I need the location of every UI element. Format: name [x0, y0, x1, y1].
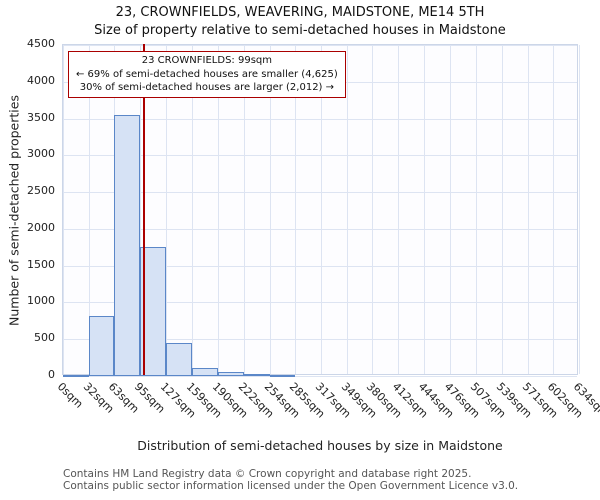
plot-area	[62, 44, 580, 378]
histogram-bar	[243, 374, 270, 377]
gridline-horizontal	[63, 228, 577, 230]
chart-title: 23, CROWNFIELDS, WEAVERING, MAIDSTONE, M…	[115, 5, 485, 20]
gridline-horizontal	[63, 192, 577, 194]
gridline-vertical	[552, 45, 554, 374]
y-tick-label: 500	[34, 331, 55, 345]
annotation-line-1: 23 CROWNFIELDS: 99sqm	[141, 55, 273, 66]
y-axis-label: Number of semi-detached properties	[6, 95, 22, 326]
gridline-vertical	[321, 45, 322, 374]
gridline-horizontal	[63, 302, 577, 304]
gridline-vertical	[243, 45, 245, 374]
gridline-horizontal	[63, 155, 577, 157]
gridline-vertical	[63, 45, 64, 374]
histogram-bar	[89, 315, 115, 376]
gridline-horizontal	[63, 376, 577, 377]
gridline-vertical	[294, 45, 296, 374]
gridline-vertical	[140, 45, 142, 374]
gridline-vertical	[398, 45, 400, 374]
histogram-bar	[192, 368, 218, 376]
gridline-vertical	[501, 45, 503, 374]
y-tick-label: 2000	[27, 220, 55, 234]
gridline-vertical	[166, 45, 168, 374]
gridline-horizontal	[63, 265, 577, 267]
x-tick-label: 0sqm	[54, 380, 86, 411]
histogram-bar	[63, 374, 90, 377]
gridline-vertical	[527, 45, 529, 374]
gridline-vertical	[269, 45, 271, 374]
property-size-marker-line	[142, 44, 145, 375]
histogram-bar	[217, 372, 244, 376]
annotation-box: 23 CROWNFIELDS: 99sqm ← 69% of semi-deta…	[68, 51, 346, 98]
gridline-vertical	[347, 45, 349, 374]
y-tick-label: 4500	[27, 37, 55, 50]
histogram-bar	[140, 247, 167, 376]
gridline-vertical	[450, 45, 452, 374]
x-axis-label: Distribution of semi-detached houses by …	[137, 438, 503, 453]
y-tick-label: 4000	[27, 73, 55, 87]
y-tick-label: 1500	[27, 257, 55, 271]
y-tick-label: 2500	[27, 184, 55, 198]
chart-subtitle: Size of property relative to semi-detach…	[94, 23, 506, 38]
y-tick-label: 3500	[27, 110, 55, 124]
gridline-horizontal	[63, 339, 577, 341]
gridline-horizontal	[63, 118, 577, 120]
footer-attribution-line-2: Contains public sector information licen…	[63, 480, 519, 492]
histogram-bar	[166, 342, 193, 376]
y-tick-label: 3000	[27, 147, 55, 161]
y-tick-label: 1000	[27, 294, 55, 308]
y-tick-label: 0	[48, 368, 55, 381]
histogram-bar	[114, 114, 141, 376]
gridline-vertical	[475, 45, 477, 374]
gridline-vertical	[89, 45, 91, 374]
annotation-line-2: ← 69% of semi-detached houses are smalle…	[76, 68, 338, 80]
gridline-vertical	[217, 45, 219, 374]
gridline-vertical	[372, 45, 374, 374]
annotation-line-3: 30% of semi-detached houses are larger (…	[79, 82, 335, 93]
histogram-bar	[269, 375, 295, 378]
gridline-vertical	[424, 45, 426, 374]
gridline-vertical	[192, 45, 194, 374]
gridline-vertical	[579, 45, 580, 374]
gridline-horizontal	[63, 45, 577, 46]
footer-attribution-line-1: Contains HM Land Registry data © Crown c…	[63, 468, 472, 480]
